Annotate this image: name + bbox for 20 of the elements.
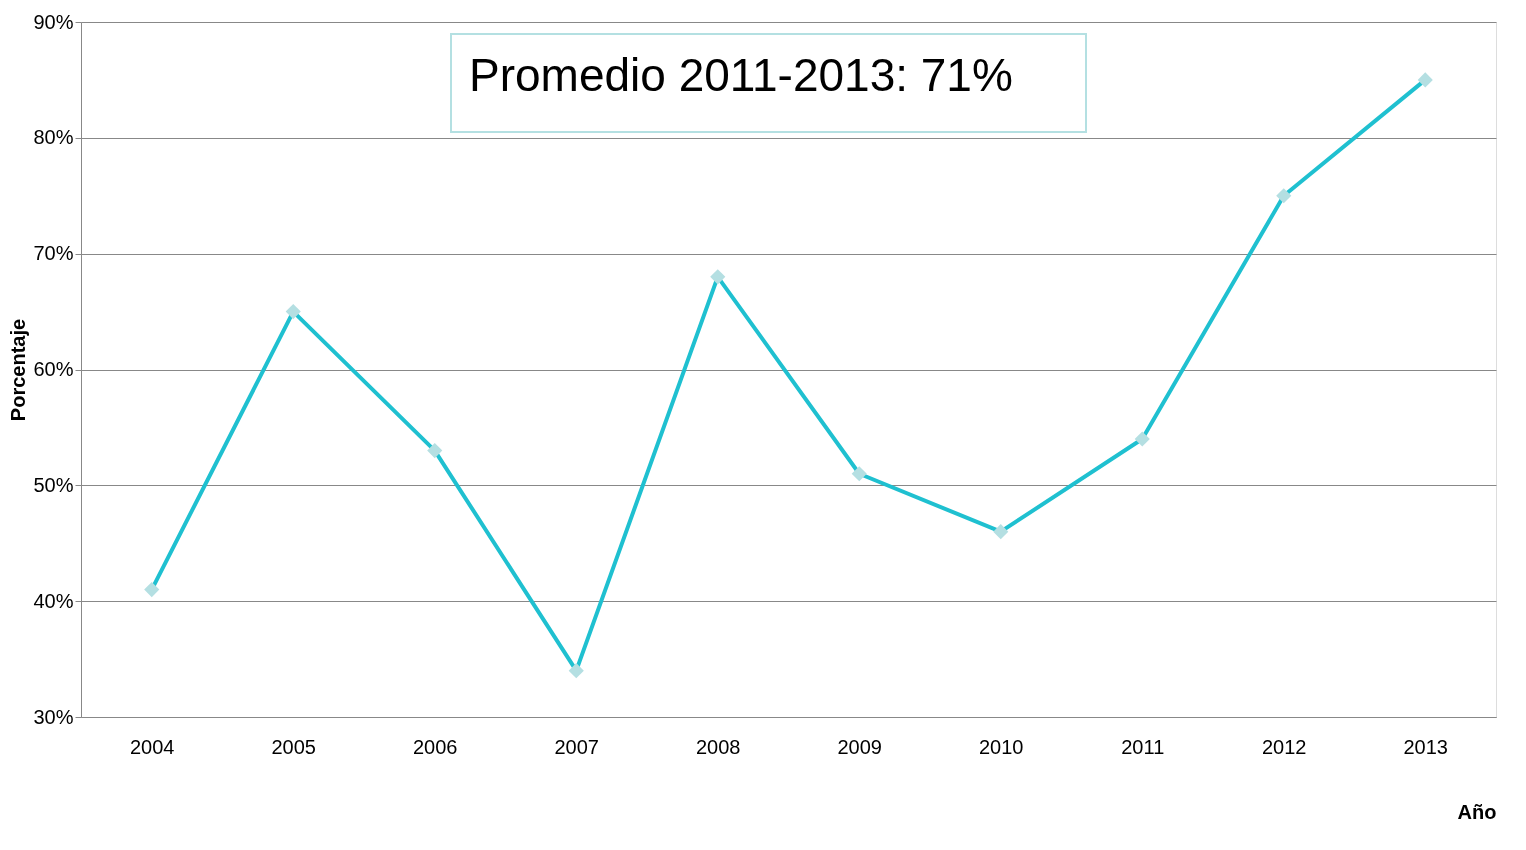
y-axis-title: Porcentaje [7, 318, 30, 422]
annotation: Promedio 2011-2013: 71% [469, 49, 1013, 101]
x-tick-label: 2007 [554, 735, 599, 758]
x-tick-label: 2013 [1403, 735, 1448, 758]
x-tick-label: 2005 [271, 735, 316, 758]
x-axis-title: Año [1457, 800, 1497, 823]
x-tick-label: 2011 [1121, 735, 1165, 758]
y-tick-label: 70% [33, 242, 74, 265]
x-tick-label: 2012 [1262, 735, 1307, 758]
x-tick-label: 2004 [130, 735, 175, 758]
x-tick-label: 2010 [979, 735, 1024, 758]
x-tick-label: 2008 [696, 735, 741, 758]
y-tick-label: 60% [33, 358, 74, 380]
x-tick-label: 2009 [837, 735, 882, 758]
x-tick-label: 2006 [413, 735, 458, 758]
y-tick-label: 80% [33, 126, 74, 149]
y-tick-label: 90% [33, 10, 74, 33]
y-tick-label: 30% [33, 705, 74, 728]
y-tick-label: 50% [33, 473, 74, 496]
y-tick-label: 40% [33, 589, 74, 612]
